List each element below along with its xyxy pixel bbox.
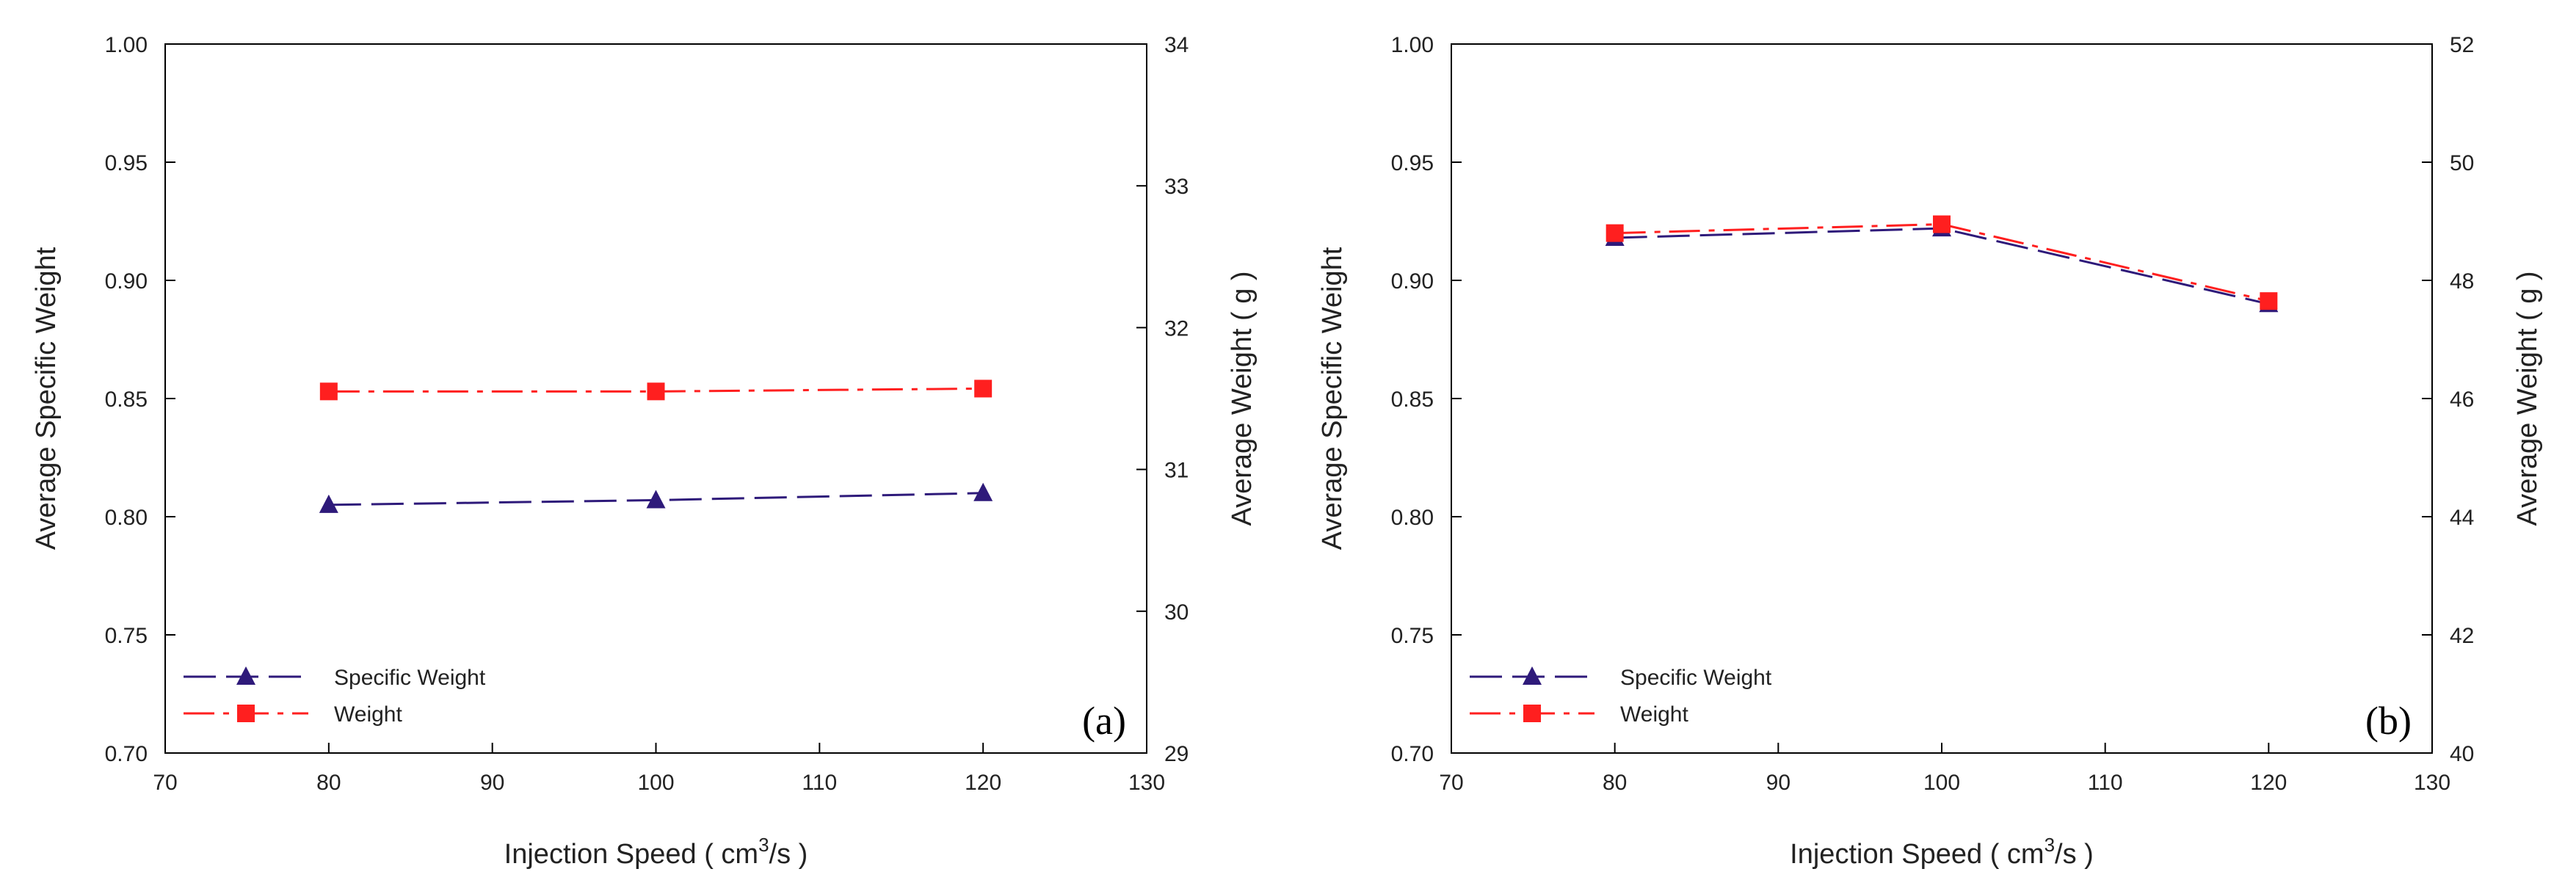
x-axis-label: Injection Speed ( cm3/s ) xyxy=(1790,834,2094,870)
data-point-square xyxy=(974,379,993,398)
y2-tick-label: 52 xyxy=(2450,33,2474,57)
legend-label: Weight xyxy=(334,702,402,727)
y2-tick-label: 33 xyxy=(1164,175,1189,199)
data-point-triangle xyxy=(319,494,338,513)
data-point-triangle xyxy=(646,490,666,509)
x-tick-label: 130 xyxy=(2414,771,2450,795)
x-tick-label: 100 xyxy=(1923,771,1960,795)
legend-label: Weight xyxy=(1620,702,1688,727)
x-tick-label: 90 xyxy=(480,771,504,795)
y-tick-label: 0.95 xyxy=(1391,151,1434,175)
data-point-triangle xyxy=(973,482,993,501)
y2-tick-label: 30 xyxy=(1164,600,1189,625)
data-point-square xyxy=(319,382,338,401)
legend-label: Specific Weight xyxy=(1620,666,1772,690)
data-point-square xyxy=(1933,215,1951,233)
y2-tick-label: 46 xyxy=(2450,388,2474,412)
panel-label: (a) xyxy=(1082,699,1126,743)
x-tick-label: 110 xyxy=(802,771,837,795)
y-tick-label: 0.75 xyxy=(105,624,148,648)
x-tick-label: 90 xyxy=(1766,771,1790,795)
y2-tick-label: 29 xyxy=(1164,742,1189,766)
x-axis-label-tail: /s ) xyxy=(769,839,808,870)
panel-label: (b) xyxy=(2365,699,2412,743)
legend-marker-triangle xyxy=(1523,666,1542,685)
y-tick-label: 1.00 xyxy=(1391,33,1434,57)
y2-axis-label: Average Weight ( g ) xyxy=(1227,271,1258,525)
chart-panel-1: 70 80 90 100 110 120 130 0.70 0.75 0.80 0.85 0.90 0.… xyxy=(31,33,1258,870)
y2-tick-label: 48 xyxy=(2450,269,2474,294)
x-axis-label: Injection Speed ( cm3/s ) xyxy=(504,834,808,870)
y-tick-label: 0.70 xyxy=(105,742,148,766)
x-tick-label: 70 xyxy=(153,771,177,795)
y2-axis-label: Average Weight ( g ) xyxy=(2512,271,2543,525)
x-tick-label: 110 xyxy=(2088,771,2123,795)
y2-tick-label: 42 xyxy=(2450,624,2474,648)
y-tick-label: 0.70 xyxy=(1391,742,1434,766)
y2-tick-label: 40 xyxy=(2450,742,2474,766)
y-tick-label: 1.00 xyxy=(105,33,148,57)
y2-tick-label: 31 xyxy=(1164,459,1189,483)
y2-tick-label: 44 xyxy=(2450,506,2474,530)
x-tick-label: 130 xyxy=(1128,771,1165,795)
series-line-triangle xyxy=(1614,227,2269,305)
legend-label: Specific Weight xyxy=(334,666,486,690)
x-tick-label: 70 xyxy=(1439,771,1463,795)
x-axis-label-main: Injection Speed ( cm xyxy=(1790,839,2044,870)
legend-marker-square xyxy=(1523,705,1541,722)
y-tick-label: 0.75 xyxy=(1391,624,1434,648)
x-axis-label-superscript: 3 xyxy=(758,834,769,856)
y-tick-label: 0.90 xyxy=(105,269,148,294)
y-tick-label: 0.80 xyxy=(1391,506,1434,530)
x-axis-label-main: Injection Speed ( cm xyxy=(504,839,758,870)
x-tick-label: 100 xyxy=(637,771,674,795)
data-point-square xyxy=(1606,224,1624,242)
y-tick-label: 0.80 xyxy=(105,506,148,530)
y-axis-label: Average Specific Weight xyxy=(1317,247,1348,550)
x-axis-label-tail: /s ) xyxy=(2055,839,2094,870)
y-tick-label: 0.90 xyxy=(1391,269,1434,294)
chart-panel-2: 70 80 90 100 110 120 130 0.70 0.75 0.80 0.85 0.90 0.… xyxy=(1317,33,2543,870)
y-axis-label: Average Specific Weight xyxy=(31,247,62,550)
x-axis-label-superscript: 3 xyxy=(2045,834,2055,856)
y-tick-label: 0.85 xyxy=(1391,388,1434,412)
x-tick-label: 120 xyxy=(2250,771,2287,795)
y-tick-label: 0.95 xyxy=(105,151,148,175)
y2-tick-label: 34 xyxy=(1164,33,1189,57)
y2-tick-label: 50 xyxy=(2450,151,2474,175)
y2-tick-label: 32 xyxy=(1164,316,1189,341)
data-point-square xyxy=(647,382,665,401)
plot-frame xyxy=(1451,43,2433,754)
y-tick-label: 0.85 xyxy=(105,388,148,412)
x-tick-label: 80 xyxy=(316,771,341,795)
x-tick-label: 80 xyxy=(1603,771,1627,795)
data-point-square xyxy=(2260,292,2278,310)
legend-marker-triangle xyxy=(236,666,255,685)
x-tick-label: 120 xyxy=(965,771,1001,795)
legend-marker-square xyxy=(237,705,255,722)
